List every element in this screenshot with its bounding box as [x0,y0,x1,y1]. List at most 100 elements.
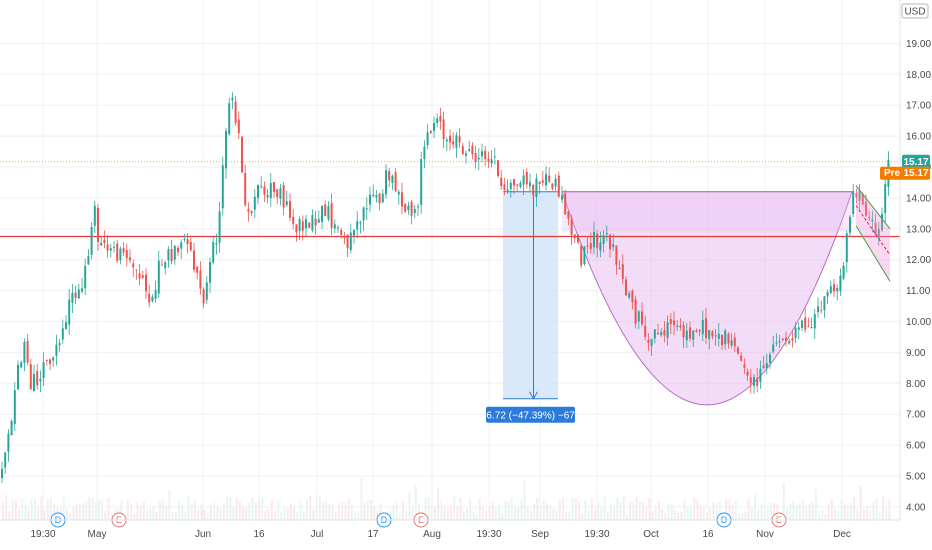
volume-bar [402,501,404,520]
candle-body [468,149,471,151]
measure-area[interactable] [503,191,558,399]
flag-channel[interactable] [856,185,890,282]
volume-bar [152,507,155,520]
volume-bar [139,505,142,520]
volume-bar [146,510,148,520]
volume-bar [34,499,36,520]
candle-body [417,206,419,208]
candle-body [561,195,563,200]
candle-body [289,201,291,218]
volume-bar [834,509,836,520]
cup-bowl[interactable] [561,191,853,406]
candle-body [260,186,263,188]
price-range-measure[interactable]: −6.72 (−47.39%) −672 [481,191,581,423]
candle-body [317,219,320,223]
time-tick-label[interactable]: Dec [833,529,851,540]
candle-body [164,262,167,269]
volume-bar [555,509,558,520]
time-axis-ticks[interactable]: 19:30 May Jun 16 Jul 17 Aug 19:30 Sep 19:30 Oct 16 N… [30,529,850,540]
cup-pattern-drawing[interactable] [561,191,853,406]
volume-bar [72,506,75,520]
time-tick-label[interactable]: May [88,529,107,540]
time-tick-label[interactable]: 16 [702,529,714,540]
flag-pattern-drawing[interactable] [855,185,891,282]
time-tick-label[interactable]: Jun [195,529,211,540]
candle-body [701,319,704,335]
price-tick-label: 18.00 [906,70,931,81]
volume-bar [171,512,174,520]
candle-body [567,211,570,220]
volume-bar [136,502,139,520]
volume-bar [763,503,766,520]
time-tick-label[interactable]: 16 [253,529,265,540]
volume-bar [94,502,97,520]
horizontal-lines[interactable] [0,161,900,238]
volume-bar [50,498,52,520]
candle-body [484,150,487,160]
volume-bar [821,510,824,520]
candle-body [612,244,615,248]
candle-body [625,279,627,296]
volume-bar [62,497,65,520]
volume-bar [552,508,555,520]
candle-body [538,181,541,184]
candle-body [81,288,83,292]
candle-body [138,273,141,279]
volume-bar [277,500,280,520]
candle-body [785,337,787,341]
candle-body [631,290,634,303]
volume-bar [885,508,888,520]
volume-bar [104,510,107,520]
time-tick-label[interactable]: 17 [367,529,379,540]
volume-bar [405,510,408,520]
candle-body [644,325,647,337]
candle-body [602,235,605,244]
volume-bar [546,503,548,520]
candle-body [132,263,135,268]
volume-bar [680,512,683,520]
candle-body [698,329,701,332]
time-tick-label[interactable]: 19:30 [584,529,609,540]
measure-label-box[interactable] [486,406,575,423]
candle-body [861,194,864,205]
volume-bar [866,506,868,520]
candle-body [557,175,560,197]
volume-bar [824,513,827,520]
candle-body [657,332,659,335]
volume-bar [466,508,468,520]
candle-body [810,327,813,329]
candle-body [301,221,304,231]
volume-bar [715,503,718,520]
time-tick-label[interactable]: Jul [311,529,324,540]
candle-body [282,185,285,208]
volume-bar [706,512,708,520]
candle-body [794,327,797,339]
time-tick-label[interactable]: Nov [756,529,774,540]
price-axis[interactable] [900,0,932,550]
volume-bar [504,499,507,520]
candle-body [253,196,256,210]
candle-body [29,364,32,390]
time-tick-label[interactable]: 19:30 [30,529,55,540]
volume-bar [226,497,228,520]
currency-badge[interactable] [901,3,929,19]
volume-bar [325,501,328,520]
time-tick-label[interactable]: Aug [423,529,441,540]
volume-bar [558,499,561,520]
candle-body [420,159,423,205]
candle-body [410,201,413,216]
candle-body [365,208,368,210]
time-tick-label[interactable]: Oct [643,529,659,540]
candle-body [807,326,810,328]
volume-bar [850,502,852,520]
volume-bar [98,499,100,520]
volume-bar [542,499,545,520]
volume-bar [363,502,366,520]
time-tick-label[interactable]: 19:30 [476,529,501,540]
time-tick-label[interactable]: Sep [531,529,549,540]
volume-bar [85,502,88,520]
volume-bar [290,503,292,520]
volume-bar [610,505,612,520]
candle-body [279,188,282,199]
